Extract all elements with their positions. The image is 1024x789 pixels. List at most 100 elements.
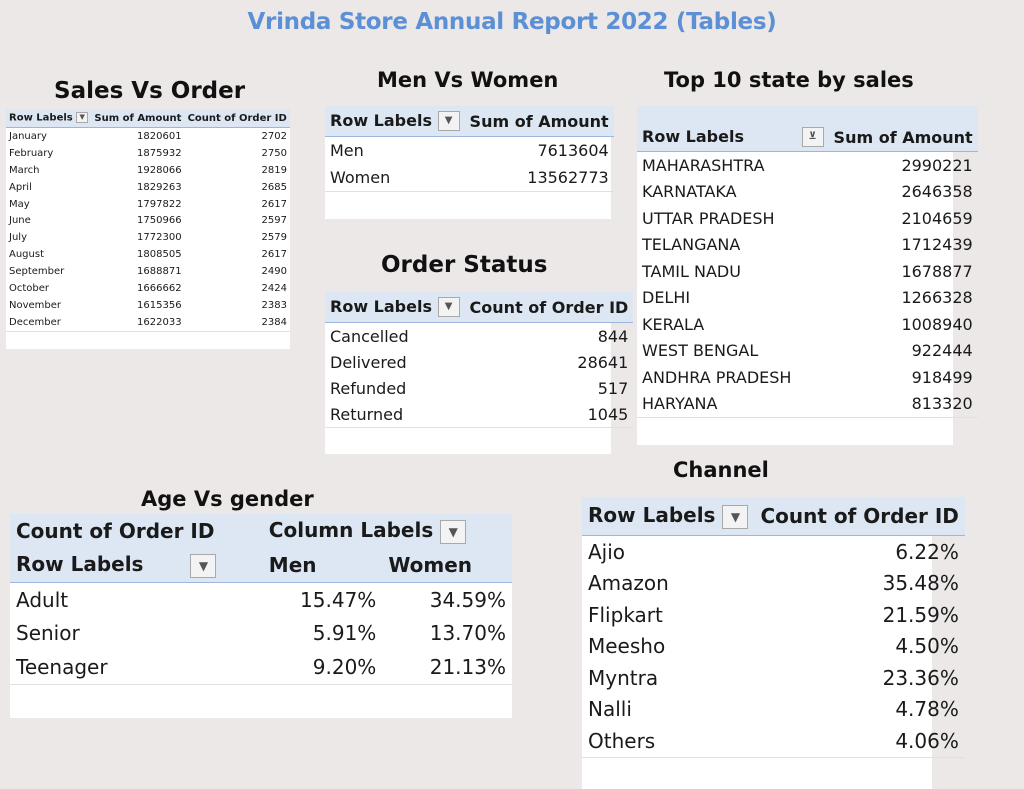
row-label: August (9, 249, 44, 261)
table-row: ANDHRA PRADESH 918499 (637, 364, 978, 391)
cell-value: 1875932 (137, 147, 182, 159)
row-label: December (9, 316, 61, 328)
table-row: May 1797822 2617 (6, 196, 290, 213)
table-row: TELANGANA 1712439 (637, 232, 978, 259)
dropdown-arrow-icon[interactable]: ▼ (437, 111, 460, 132)
header-row-labels: Row Labels ▼ (582, 497, 755, 536)
table-row: Others 4.06% (582, 725, 965, 757)
age-vs-gender-table: Count of Order ID Column Labels ▼ Row La… (10, 514, 512, 718)
table-row: MAHARASHTRA 2990221 (637, 152, 978, 179)
cell-value: 15.47% (300, 587, 377, 612)
footer-spacer (637, 417, 829, 445)
header-count-of-order-id: Count of Order ID (184, 109, 290, 128)
order-status-table: Row Labels ▼ Count of Order ID Cancelled… (325, 292, 634, 454)
cell-value: 6.22% (895, 539, 959, 564)
header-sum-of-amount: Sum of Amount (91, 109, 185, 128)
channel-heading: Channel (673, 458, 769, 482)
header-row-labels: Row Labels ▼ (6, 109, 92, 128)
cell-value: 1622033 (137, 316, 182, 328)
cell-value: 21.13% (429, 654, 506, 679)
row-label: May (9, 198, 30, 210)
row-label: ANDHRA PRADESH (642, 367, 792, 387)
row-label: March (9, 164, 40, 176)
report-title: Vrinda Store Annual Report 2022 (Tables) (247, 9, 777, 35)
header-sum-of-amount: Sum of Amount (464, 106, 614, 137)
cell-value: 2597 (261, 215, 287, 227)
cell-value: 1808505 (137, 249, 182, 261)
sales-vs-order-table: Row Labels ▼ Sum of Amount Count of Orde… (6, 109, 290, 349)
header-men: Men (262, 548, 383, 583)
cell-value: 1688871 (137, 266, 182, 278)
row-label: February (9, 147, 54, 159)
cell-value: 35.48% (882, 571, 959, 596)
table-row: HARYANA 813320 (637, 391, 978, 418)
age-vs-gender-heading: Age Vs gender (141, 487, 314, 511)
footer-spacer (325, 191, 465, 219)
cell-value: 922444 (911, 341, 973, 361)
row-label: HARYANA (642, 394, 718, 414)
footer-spacer (828, 417, 978, 445)
cell-value: 13.70% (429, 621, 506, 646)
cell-value: 4.50% (895, 634, 959, 659)
dropdown-arrow-icon[interactable]: ▼ (722, 504, 749, 529)
dropdown-arrow-icon[interactable]: ▼ (437, 297, 460, 318)
table-row: October 1666662 2424 (6, 280, 290, 297)
row-label: October (9, 282, 50, 294)
table-row: December 1622033 2384 (6, 314, 290, 331)
footer-spacer (325, 427, 465, 454)
row-label: July (9, 232, 27, 244)
table-row: February 1875932 2750 (6, 145, 290, 162)
cell-value: 2990221 (901, 155, 973, 175)
table-row: Women 13562773 (325, 164, 614, 192)
cell-value: 1928066 (137, 164, 182, 176)
cell-value: 2685 (261, 181, 287, 193)
cell-value: 2490 (261, 266, 287, 278)
cell-value: 4.78% (895, 697, 959, 722)
cell-value: 1045 (587, 404, 629, 424)
header-count-of-order-id: Count of Order ID (754, 497, 965, 536)
header-count-of-order-id: Count of Order ID (10, 514, 263, 548)
table-row: Teenager 9.20% 21.13% (10, 650, 512, 684)
cell-value: 1797822 (137, 198, 182, 210)
table-row: Ajio 6.22% (582, 536, 965, 568)
men-vs-women-table: Row Labels ▼ Sum of Amount Men 7613604 Wom… (325, 106, 614, 219)
header-row-labels: Row Labels ▼ (325, 106, 465, 137)
row-label: Nalli (588, 697, 632, 722)
cell-value: 7613604 (537, 141, 609, 160)
footer-spacer (464, 427, 634, 454)
cell-value: 9.20% (312, 654, 377, 679)
cell-value: 1829263 (137, 181, 182, 193)
cell-value: 28641 (577, 352, 629, 372)
cell-value: 1008940 (901, 314, 973, 334)
cell-value: 1712439 (901, 235, 973, 255)
filter-dropdown-icon[interactable]: ⊻ (801, 127, 824, 147)
row-label: Meesho (588, 634, 666, 659)
row-label: Refunded (330, 378, 407, 398)
table-row: TAMIL NADU 1678877 (637, 258, 978, 285)
header-women: Women (382, 548, 512, 583)
header-count-of-order-id: Count of Order ID (464, 292, 634, 323)
row-label: Myntra (588, 665, 659, 690)
top-states-heading: Top 10 state by sales (664, 68, 914, 92)
table-row: Myntra 23.36% (582, 662, 965, 694)
footer-spacer (184, 330, 290, 349)
order-status-heading: Order Status (381, 252, 548, 278)
row-label: September (9, 266, 65, 278)
cell-value: 813320 (911, 394, 973, 414)
cell-value: 1750966 (137, 215, 182, 227)
header-sum-of-amount: Sum of Amount (828, 106, 978, 152)
table-row: Refunded 517 (325, 375, 633, 401)
table-row: August 1808505 2617 (6, 246, 290, 263)
row-label: Ajio (588, 539, 626, 564)
dropdown-arrow-icon[interactable]: ▼ (190, 553, 217, 578)
row-label: TAMIL NADU (642, 261, 741, 281)
table-row: January 1820601 2702 (6, 128, 290, 145)
row-label: KARNATAKA (642, 182, 737, 202)
dropdown-arrow-icon[interactable]: ▼ (76, 112, 89, 124)
cell-value: 2424 (261, 282, 287, 294)
footer-spacer (382, 683, 512, 718)
dropdown-arrow-icon[interactable]: ▼ (440, 519, 467, 544)
cell-value: 1772300 (137, 232, 182, 244)
row-label: Others (588, 728, 656, 753)
row-label: November (9, 299, 62, 311)
